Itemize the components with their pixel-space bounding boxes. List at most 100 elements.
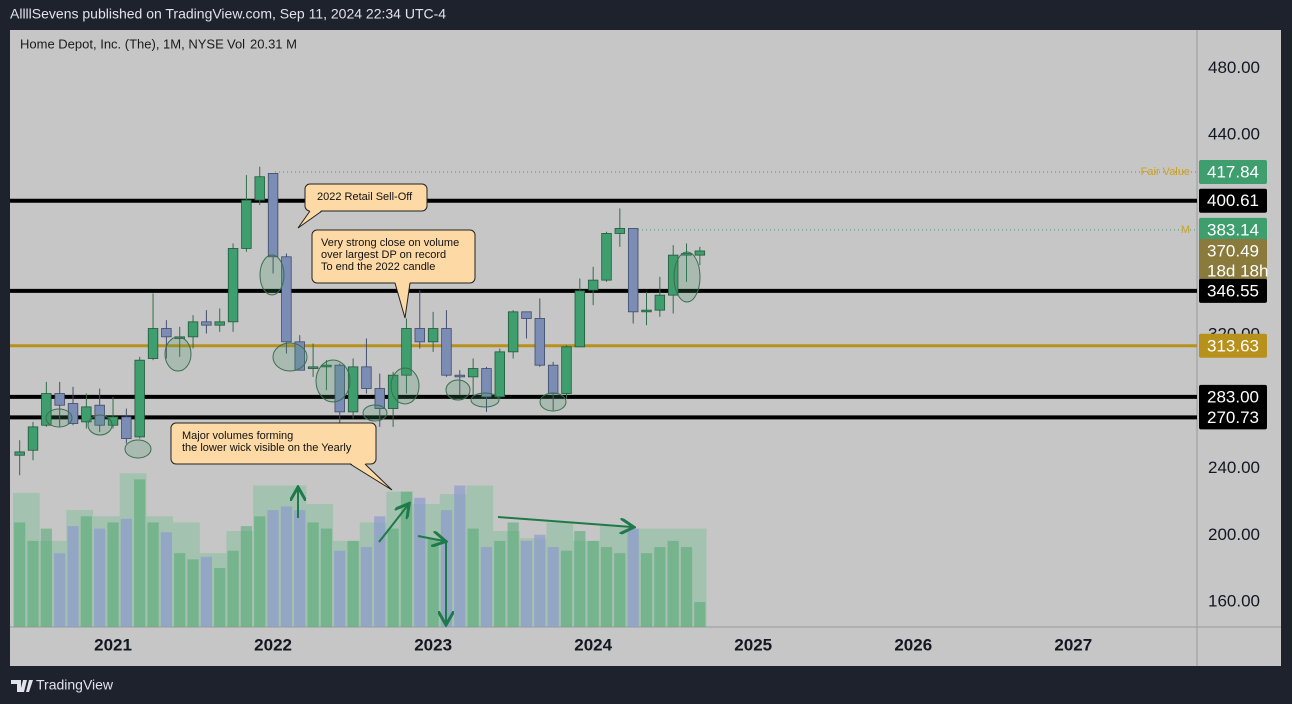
candle-body <box>507 311 519 353</box>
price-label: 270.73 <box>1207 408 1259 427</box>
volume-bar <box>427 538 439 627</box>
callout-text: 2022 Retail Sell-Off <box>317 191 413 203</box>
volume-bar <box>574 531 586 627</box>
levels <box>10 171 1197 420</box>
candle-body <box>601 233 612 281</box>
axes: 160.00200.00240.00320.00440.00480.002021… <box>94 58 1268 655</box>
candle-body <box>147 328 159 359</box>
volume-bar <box>374 516 386 627</box>
volume-bar <box>214 567 226 627</box>
volume-bar <box>614 553 626 627</box>
plot: 2022 Retail Sell-Off Very strong close o… <box>10 166 1197 627</box>
candle-body <box>187 321 199 338</box>
volume-bar <box>347 540 359 627</box>
highlight <box>124 439 152 459</box>
arrow <box>497 516 632 527</box>
volume-bar <box>694 602 706 627</box>
price-label: 417.84 <box>1207 162 1259 181</box>
volume-bar <box>494 540 506 627</box>
volume-bar <box>400 491 413 627</box>
highlight <box>87 414 113 436</box>
price-label: 283.00 <box>1207 387 1259 406</box>
arrow <box>378 505 408 543</box>
volume-bar <box>414 497 426 627</box>
highlight <box>362 404 388 422</box>
volume-arrows <box>298 489 632 623</box>
candle-body <box>627 228 639 313</box>
candle-body <box>387 374 399 409</box>
volume-bar <box>120 518 132 627</box>
volume-bar <box>600 547 613 627</box>
volume-bar <box>134 479 146 627</box>
volume-bar <box>267 510 279 627</box>
candle-body <box>614 228 626 234</box>
candle-body <box>27 426 39 451</box>
price-label: 346.55 <box>1207 281 1259 300</box>
price-label-box <box>1199 333 1267 358</box>
countdown: 18d 18h <box>1207 261 1268 280</box>
highlight <box>539 392 567 412</box>
candle-body <box>107 416 119 426</box>
volume-bar <box>147 522 159 627</box>
volume-bar <box>80 516 92 627</box>
volume-bar <box>307 522 319 627</box>
volume-bar <box>334 550 346 627</box>
volume-bar <box>467 528 479 627</box>
price-label: 383.14 <box>1207 220 1259 239</box>
volume-bar <box>680 547 693 627</box>
candle-body <box>654 294 666 311</box>
volume-bar <box>654 547 666 627</box>
volume-bar <box>560 550 573 627</box>
price-label-box <box>1199 217 1267 242</box>
callout-tail <box>349 463 393 491</box>
volume-bar <box>54 553 66 627</box>
volume-bar <box>227 550 239 627</box>
callout-text: Major volumes forming <box>182 430 293 442</box>
volume-bar <box>67 526 79 627</box>
y-tick-label: 160.00 <box>1208 591 1260 610</box>
x-tick-label: 2021 <box>94 635 132 654</box>
callout-box <box>311 229 476 284</box>
x-tick-label: 2026 <box>894 635 932 654</box>
x-tick-label: 2025 <box>734 635 772 654</box>
candle-body <box>641 309 652 313</box>
price-label-box <box>1199 160 1267 185</box>
candle-body <box>267 173 279 258</box>
candle-body <box>67 403 79 424</box>
callout-tail <box>297 210 323 229</box>
volume-bar <box>14 522 26 627</box>
volume-bar <box>187 559 199 627</box>
volume-bar <box>320 528 333 627</box>
candle-body <box>347 366 359 413</box>
volume-bar <box>360 547 373 627</box>
highlight <box>673 251 701 303</box>
volume-bar <box>454 485 466 627</box>
y-tick-label: 200.00 <box>1208 525 1260 544</box>
highlight <box>315 359 351 403</box>
volume-bar <box>240 526 253 627</box>
highlight <box>45 408 73 428</box>
candle-body <box>467 368 479 378</box>
volume-bar <box>94 528 106 627</box>
highlight <box>445 379 471 401</box>
symbol-title: Home Depot, Inc. (The), 1M, NYSE <box>20 36 224 51</box>
y-tick-label: 440.00 <box>1208 125 1260 144</box>
volume-bar <box>200 556 212 627</box>
level-name: M <box>1181 224 1190 236</box>
callout-text: the lower wick visible on the Yearly <box>182 442 352 454</box>
candle-body <box>454 374 465 378</box>
publisher: AllllSevens published on TradingView.com… <box>10 6 446 22</box>
candle-body <box>534 318 546 366</box>
volume-bar <box>507 522 519 627</box>
candle-body <box>241 199 252 249</box>
candle-body <box>161 328 172 338</box>
price-label-box <box>1199 384 1267 409</box>
callout-text: Very strong close on volume <box>321 237 459 249</box>
candle-body <box>587 279 599 291</box>
highlight <box>390 367 420 405</box>
volume-bar <box>27 540 39 627</box>
candle-body <box>574 290 586 348</box>
callout-tail <box>394 282 411 319</box>
candle-body <box>54 393 65 406</box>
